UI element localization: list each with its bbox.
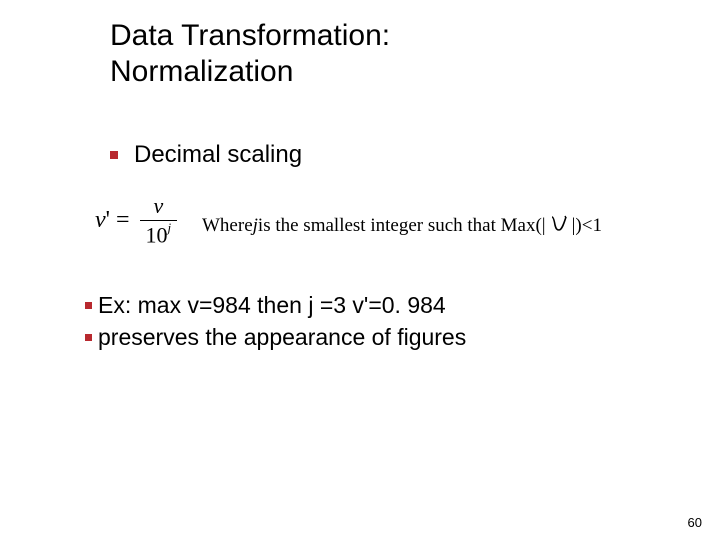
fraction-numerator: v: [147, 193, 169, 220]
nu-icon: [549, 213, 569, 239]
bullet-1-text: Decimal scaling: [134, 141, 302, 169]
den-base: 10: [146, 222, 168, 247]
bullet-3-text: preserves the appearance of figures: [98, 324, 466, 351]
bullet-item-3: preserves the appearance of figures: [85, 324, 466, 351]
bullet-icon: [85, 334, 92, 341]
page-number: 60: [688, 515, 702, 530]
bullet-icon: [85, 302, 92, 309]
fraction-denominator: 10j: [140, 220, 178, 248]
where-mid: is the smallest integer such that Max(|: [258, 215, 546, 237]
formula-fraction: v 10j: [136, 193, 182, 248]
formula-prime: ': [106, 207, 110, 234]
slide-title: Data Transformation: Normalization: [110, 18, 390, 90]
bullet-item-2: Ex: max v=984 then j =3 v'=0. 984: [85, 292, 446, 319]
where-post: |)<1: [572, 215, 602, 237]
bullet-icon: [110, 151, 118, 159]
formula: v' = v 10j: [95, 193, 181, 248]
bullet-item-1: Decimal scaling: [110, 141, 302, 169]
den-exponent: j: [168, 220, 172, 235]
title-line-2: Normalization: [110, 55, 293, 88]
formula-lhs: v': [95, 207, 110, 234]
formula-eq: =: [116, 207, 130, 234]
title-line-1: Data Transformation:: [110, 19, 390, 52]
where-clause: Where j is the smallest integer such tha…: [202, 213, 602, 239]
where-pre: Where: [202, 215, 253, 237]
formula-var-v: v: [95, 207, 106, 234]
bullet-2-text: Ex: max v=984 then j =3 v'=0. 984: [98, 292, 446, 319]
